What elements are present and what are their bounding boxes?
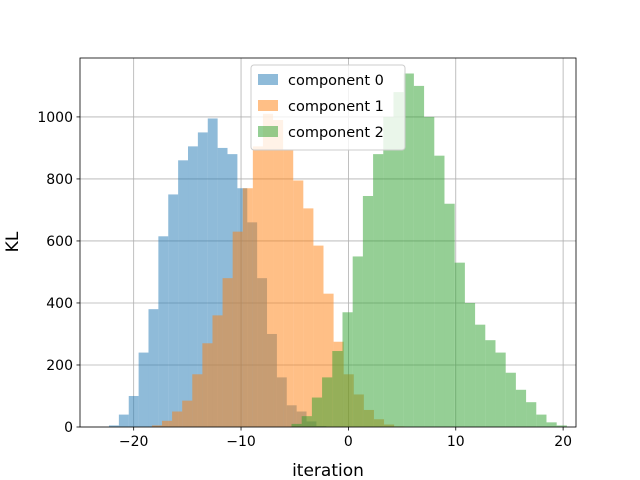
histogram-bar (393, 92, 404, 427)
histogram-bar (168, 194, 179, 427)
histogram-bar (495, 352, 506, 427)
histogram-bar (444, 203, 455, 427)
histogram-bar (232, 231, 243, 427)
histogram-bar (252, 146, 263, 427)
histogram-bar (217, 147, 228, 427)
histogram-bar (311, 397, 323, 427)
x-axis-label: iteration (292, 461, 364, 480)
legend-label-component-1: component 1 (288, 99, 384, 115)
histogram-bar (293, 180, 304, 427)
histogram-bar (207, 118, 218, 428)
histogram-bar (212, 315, 223, 427)
histogram-bar (352, 256, 363, 427)
plot-frame (79, 57, 577, 428)
histogram-bar (118, 414, 129, 427)
histogram-bar (475, 324, 486, 427)
histogram-bars (108, 73, 567, 428)
histogram-bar (301, 416, 312, 427)
histogram-bar (158, 236, 169, 427)
x-tick-label: −20 (119, 434, 149, 450)
y-tick-label: 600 (46, 234, 73, 250)
legend-label-component-0: component 0 (288, 73, 384, 89)
histogram-bar (108, 425, 119, 427)
legend-label-component-2: component 2 (288, 125, 384, 141)
histogram-bar (303, 208, 314, 427)
histogram-bar (362, 195, 374, 427)
histogram-bar (128, 395, 139, 427)
y-tick-label: 400 (46, 296, 73, 312)
histogram-bar (332, 351, 343, 427)
legend: component 0 component 1 component 2 (250, 64, 406, 151)
histogram-bar (342, 312, 353, 427)
histogram-bar (242, 188, 253, 427)
histogram-bar (151, 425, 163, 427)
histogram-bar (322, 377, 333, 427)
histogram-bar (202, 343, 213, 427)
y-axis-label: KL (3, 231, 23, 252)
histogram-bar (373, 154, 384, 428)
legend-swatch-component-0 (258, 74, 278, 85)
y-tick-label: 800 (46, 172, 73, 188)
histogram-bar (556, 425, 567, 427)
histogram-bar (172, 411, 183, 427)
histogram-bar (148, 309, 159, 427)
legend-swatch-component-2 (258, 126, 278, 137)
histogram-bar (182, 400, 193, 427)
histogram-bar (515, 389, 527, 427)
histogram-bar (505, 372, 516, 427)
histogram-bar (283, 149, 294, 427)
histogram-bar (485, 340, 496, 427)
histogram-bar (424, 116, 435, 428)
histogram-bar (323, 293, 334, 427)
legend-swatch-component-1 (258, 100, 278, 111)
histogram-bar (383, 116, 394, 428)
x-tick-label: −10 (226, 434, 256, 450)
histogram-bar (313, 245, 324, 427)
histogram-bar (222, 278, 233, 427)
x-tick-label: 20 (554, 434, 572, 450)
histogram-bar (526, 402, 537, 427)
y-tick-label: 0 (64, 420, 73, 436)
y-tick-label: 200 (46, 358, 73, 374)
legend-box (250, 64, 406, 151)
histogram-bar (413, 85, 425, 427)
histogram-bar (273, 120, 284, 427)
x-tick-label: 10 (447, 434, 465, 450)
x-tick-label: 0 (344, 434, 353, 450)
histogram-bar (262, 113, 274, 427)
histogram-bar (162, 420, 173, 427)
series-2-bars (291, 73, 567, 428)
histogram-bar (197, 132, 208, 427)
histogram-bar (178, 160, 189, 427)
histogram-bar (192, 374, 203, 427)
histogram-bar (403, 73, 414, 427)
histogram-bar (464, 302, 476, 427)
histogram-bar (434, 155, 445, 428)
y-tick-label: 1000 (37, 110, 73, 126)
histogram-bar (291, 423, 302, 427)
histogram-bar (536, 414, 547, 427)
histogram-bar (138, 352, 149, 427)
histogram-bar (188, 146, 198, 427)
histogram-bar (454, 262, 465, 427)
histogram-bar (546, 422, 557, 427)
